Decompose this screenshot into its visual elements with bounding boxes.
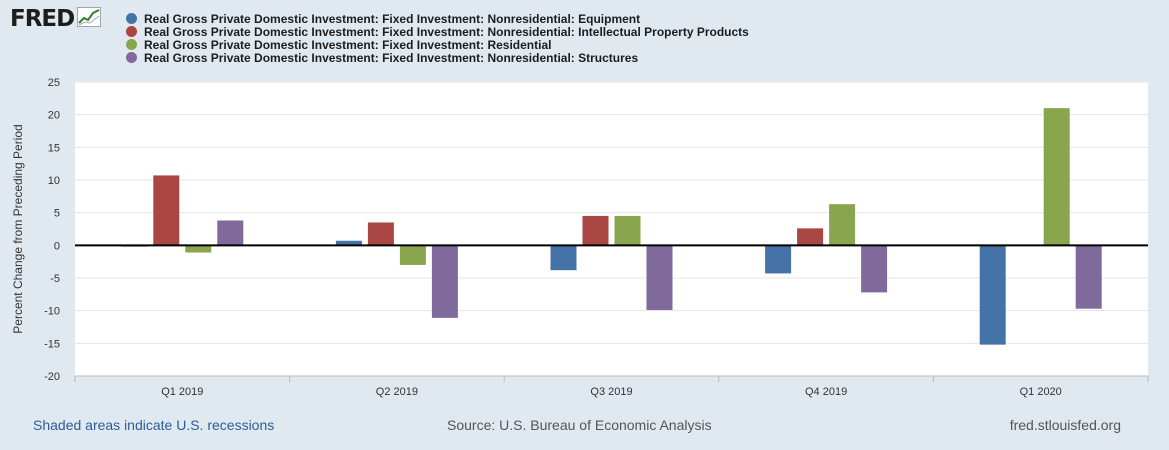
- y-tick-label: 0: [54, 240, 60, 252]
- bar[interactable]: [797, 228, 824, 246]
- y-tick-label: -10: [44, 306, 60, 318]
- y-tick-label: -20: [44, 371, 60, 383]
- legend-swatch: [126, 52, 137, 63]
- y-tick-label: -15: [44, 338, 60, 350]
- legend-item-ipp[interactable]: Real Gross Private Domestic Investment: …: [126, 24, 749, 39]
- legend-item-equipment[interactable]: Real Gross Private Domestic Investment: …: [126, 11, 749, 26]
- legend-item-residential[interactable]: Real Gross Private Domestic Investment: …: [126, 37, 749, 52]
- bar[interactable]: [861, 245, 888, 293]
- y-tick-label: 10: [48, 175, 60, 187]
- legend-swatch: [126, 13, 137, 24]
- site-link[interactable]: fred.stlouisfed.org: [1009, 417, 1121, 433]
- legend-label: Real Gross Private Domestic Investment: …: [144, 11, 641, 26]
- x-tick-label: Q1 2020: [1020, 386, 1062, 398]
- logo-text: FRED: [10, 6, 75, 32]
- plot-area: [75, 82, 1148, 376]
- recession-note[interactable]: Shaded areas indicate U.S. recessions: [33, 417, 275, 433]
- x-tick-label: Q2 2019: [376, 386, 418, 398]
- bar[interactable]: [399, 245, 426, 265]
- bar[interactable]: [829, 204, 856, 246]
- bar[interactable]: [217, 220, 244, 246]
- y-tick-label: 25: [48, 77, 60, 89]
- bar[interactable]: [614, 215, 641, 246]
- bar[interactable]: [335, 240, 362, 246]
- y-tick-label: 20: [48, 110, 60, 122]
- y-tick-label: 5: [54, 208, 60, 220]
- legend-label: Real Gross Private Domestic Investment: …: [144, 24, 749, 39]
- bar[interactable]: [185, 245, 212, 253]
- legend-label: Real Gross Private Domestic Investment: …: [144, 37, 552, 52]
- bar[interactable]: [550, 245, 577, 271]
- chart-legend: Real Gross Private Domestic Investment: …: [126, 11, 749, 65]
- line-chart-icon: [77, 6, 102, 32]
- source-note: Source: U.S. Bureau of Economic Analysis: [447, 417, 712, 433]
- x-tick-label: Q1 2019: [161, 386, 203, 398]
- legend-label: Real Gross Private Domestic Investment: …: [144, 50, 639, 65]
- y-tick-label: 15: [48, 142, 60, 154]
- x-tick-label: Q4 2019: [805, 386, 847, 398]
- fred-logo[interactable]: FRED: [10, 6, 102, 32]
- bar[interactable]: [646, 245, 673, 311]
- x-tick-label: Q3 2019: [590, 386, 632, 398]
- y-axis-ticks: 25 20 15 10 5 0 -5 -10 -15 -20: [44, 77, 60, 383]
- y-axis-label: Percent Change from Preceding Period: [11, 124, 25, 333]
- bar[interactable]: [367, 222, 394, 246]
- x-axis-ticks: Q1 2019 Q2 2019 Q3 2019 Q4 2019 Q1 2020: [74, 375, 1149, 398]
- bars: [121, 108, 1102, 345]
- y-tick-label: -5: [50, 273, 60, 285]
- bar[interactable]: [1075, 245, 1102, 309]
- bar[interactable]: [153, 175, 180, 246]
- bar[interactable]: [765, 245, 792, 274]
- legend-item-structures[interactable]: Real Gross Private Domestic Investment: …: [126, 50, 749, 65]
- bar[interactable]: [1043, 108, 1070, 246]
- legend-swatch: [126, 39, 137, 50]
- bar-chart: 25 20 15 10 5 0 -5 -10 -15 -20 Q1 2019 Q2 2019 Q3 2…: [11, 77, 1149, 398]
- bar[interactable]: [431, 245, 458, 318]
- bar[interactable]: [582, 215, 609, 246]
- bar[interactable]: [979, 245, 1006, 345]
- legend-swatch: [126, 26, 137, 37]
